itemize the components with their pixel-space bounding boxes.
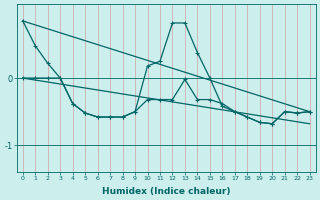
X-axis label: Humidex (Indice chaleur): Humidex (Indice chaleur) (102, 187, 230, 196)
